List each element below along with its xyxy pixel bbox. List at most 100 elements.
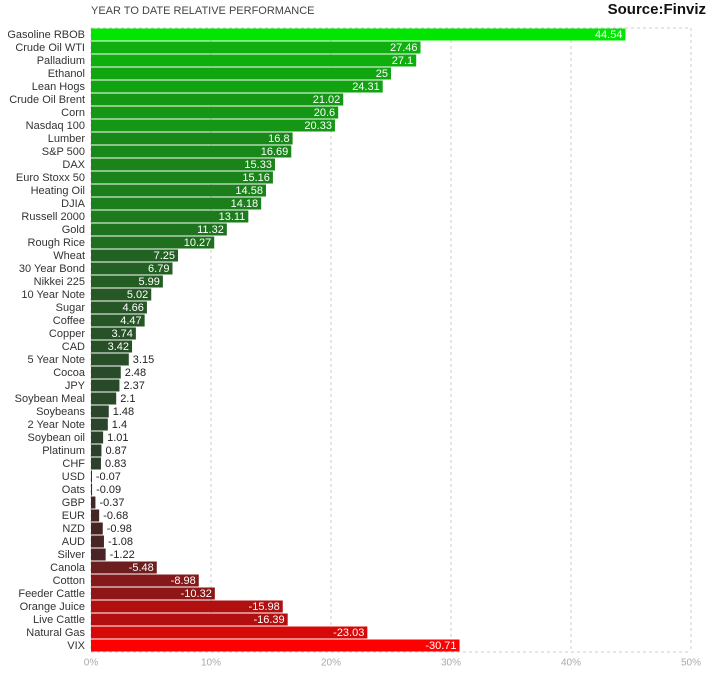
y-tick-label: JPY [65, 380, 86, 392]
bar [91, 28, 626, 41]
bar [91, 327, 136, 340]
value-label: 15.16 [242, 172, 270, 184]
value-label: 7.25 [154, 250, 175, 262]
y-tick-label: CAD [62, 341, 85, 353]
y-tick-label: Silver [57, 549, 85, 561]
y-tick-label: Sugar [56, 302, 86, 314]
bar [91, 574, 199, 587]
bar [91, 587, 215, 600]
bar [91, 600, 283, 613]
y-tick-label: Orange Juice [20, 601, 85, 613]
y-tick-label: CHF [62, 458, 85, 470]
value-label: -16.39 [253, 614, 284, 626]
value-label: -15.98 [249, 601, 280, 613]
bar [91, 418, 108, 431]
bar [91, 431, 104, 444]
y-tick-label: Oats [62, 484, 86, 496]
bar [91, 93, 344, 106]
value-label: 24.31 [352, 81, 380, 93]
bar [91, 41, 421, 54]
y-tick-label: VIX [67, 640, 85, 652]
bar [91, 340, 133, 353]
bar [91, 171, 273, 184]
bar [91, 613, 288, 626]
y-tick-label: AUD [62, 536, 85, 548]
y-tick-label: Copper [49, 328, 85, 340]
y-tick-label: 2 Year Note [28, 419, 86, 431]
value-label: 14.18 [231, 198, 259, 210]
bar [91, 197, 262, 210]
y-tick-label: Euro Stoxx 50 [16, 172, 85, 184]
bar [91, 470, 92, 483]
x-tick-label: 30% [441, 658, 461, 669]
value-label: 27.46 [390, 42, 418, 54]
value-label: -1.22 [110, 549, 135, 561]
y-tick-label: Crude Oil WTI [15, 42, 85, 54]
y-tick-label: Rough Rice [28, 237, 85, 249]
bar [91, 119, 335, 132]
value-label: 16.69 [261, 146, 289, 158]
bar [91, 314, 145, 327]
y-tick-label: Nikkei 225 [34, 276, 85, 288]
x-tick-label: 20% [321, 658, 341, 669]
value-label: 25 [376, 68, 388, 80]
y-tick-label: Gold [62, 224, 85, 236]
y-tick-label: GBP [62, 497, 85, 509]
value-label: 11.32 [197, 224, 224, 236]
bar [91, 80, 383, 93]
value-label: 4.47 [120, 315, 141, 327]
bar [91, 457, 101, 470]
x-tick-label: 0% [84, 658, 99, 669]
x-tick-label: 40% [561, 658, 581, 669]
value-label: -0.37 [99, 497, 124, 509]
value-label: 1.4 [112, 419, 127, 431]
y-tick-label: Russell 2000 [21, 211, 85, 223]
bar [91, 522, 103, 535]
value-label: 0.87 [105, 445, 126, 457]
bar [91, 236, 215, 249]
x-tick-label: 50% [681, 658, 701, 669]
bar [91, 249, 178, 262]
value-label: -8.98 [171, 575, 196, 587]
value-label: 1.01 [107, 432, 128, 444]
y-tick-label: Lumber [48, 133, 86, 145]
source: Source:Finviz [608, 1, 706, 18]
bar [91, 288, 152, 301]
bar [91, 54, 417, 67]
bar [91, 301, 147, 314]
value-label: 13.11 [219, 211, 246, 223]
y-tick-label: USD [62, 471, 85, 483]
bar [91, 561, 157, 574]
bar [91, 223, 227, 236]
value-label: 27.1 [392, 55, 413, 67]
value-label: 20.33 [304, 120, 332, 132]
value-label: 0.83 [105, 458, 126, 470]
y-tick-label: 30 Year Bond [19, 263, 85, 275]
value-label: -30.71 [425, 640, 456, 652]
value-label: -23.03 [333, 627, 364, 639]
value-label: 5.99 [138, 276, 159, 288]
value-label: 14.58 [235, 185, 263, 197]
y-tick-label: Wheat [53, 250, 85, 262]
y-tick-label: Ethanol [48, 68, 85, 80]
y-tick-label: Canola [50, 562, 86, 574]
y-tick-label: DJIA [61, 198, 86, 210]
y-tick-label: Cotton [53, 575, 85, 587]
y-tick-label: 5 Year Note [28, 354, 86, 366]
bar [91, 548, 106, 561]
value-label: 21.02 [313, 94, 341, 106]
y-tick-label: Soybean Meal [15, 393, 85, 405]
value-label: -0.98 [107, 523, 132, 535]
bar [91, 509, 100, 522]
y-tick-label: Gasoline RBOB [7, 29, 85, 41]
y-tick-label: Coffee [53, 315, 85, 327]
value-label: 15.33 [244, 159, 272, 171]
value-label: 44.54 [595, 29, 623, 41]
bar [91, 158, 275, 171]
value-label: -0.68 [103, 510, 128, 522]
bar [91, 483, 93, 496]
value-label: -1.08 [108, 536, 133, 548]
bar [91, 353, 129, 366]
y-tick-label: Heating Oil [31, 185, 85, 197]
